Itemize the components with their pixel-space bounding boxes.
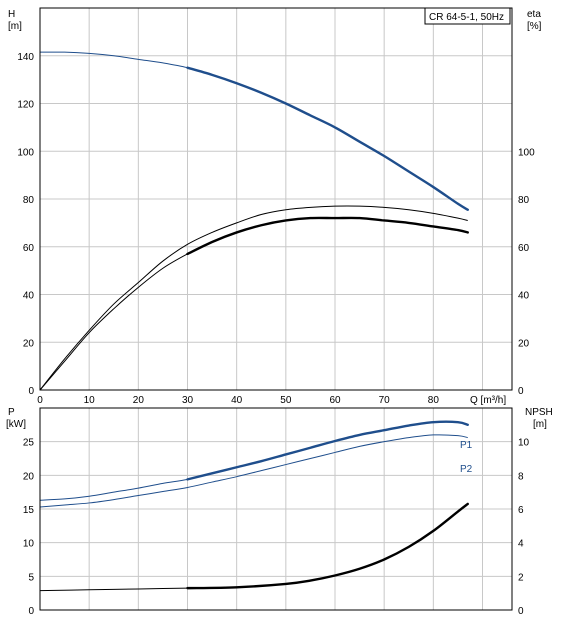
eta-tick-label: 0 xyxy=(518,386,524,397)
h-tick-label: 40 xyxy=(23,291,35,302)
eta-tick-label: 100 xyxy=(518,147,535,158)
npsh-tick-label: 10 xyxy=(518,438,530,449)
eta-tick-label: 40 xyxy=(518,291,530,302)
top-curve-1 xyxy=(39,205,468,391)
h-tick-label: 60 xyxy=(23,243,35,254)
eta-axis-unit: [%] xyxy=(527,21,542,32)
q-tick-label: 50 xyxy=(280,395,292,406)
bottom-curve-1 xyxy=(39,434,468,508)
npsh-tick-label: 8 xyxy=(518,471,524,482)
q-tick-label: 80 xyxy=(428,395,440,406)
top-curve-0 xyxy=(39,51,469,211)
q-axis-label: Q [m³/h] xyxy=(470,395,506,406)
top-plot-frame xyxy=(39,7,513,391)
chart-title: CR 64-5-1, 50Hz xyxy=(429,12,504,23)
p-tick-label: 0 xyxy=(28,606,34,617)
h-tick-label: 140 xyxy=(17,52,34,63)
bottom-curve-0-duty-range xyxy=(186,420,469,481)
q-tick-label: 40 xyxy=(231,395,243,406)
bottom-curve-2-duty-range xyxy=(186,502,469,590)
eta-tick-label: 80 xyxy=(518,195,530,206)
npsh-axis-label: NPSH xyxy=(525,407,553,418)
bottom-plot-grid xyxy=(40,408,512,610)
h-axis-label: H xyxy=(8,9,15,20)
top-curve-2 xyxy=(39,217,468,391)
q-tick-label: 20 xyxy=(133,395,145,406)
p-axis-unit: [kW] xyxy=(6,419,26,430)
p-tick-label: 25 xyxy=(23,438,35,449)
legend-p1: P1 xyxy=(460,440,473,451)
eta-axis-label: eta xyxy=(527,9,541,20)
p-tick-label: 20 xyxy=(23,471,35,482)
h-tick-label: 80 xyxy=(23,195,35,206)
npsh-tick-label: 2 xyxy=(518,572,524,583)
q-tick-label: 30 xyxy=(182,395,194,406)
q-tick-label: 70 xyxy=(379,395,391,406)
p-tick-label: 10 xyxy=(23,539,35,550)
bottom-curve-2 xyxy=(39,503,469,592)
npsh-tick-label: 6 xyxy=(518,505,524,516)
p-tick-label: 5 xyxy=(28,572,34,583)
npsh-tick-label: 0 xyxy=(518,606,524,617)
npsh-axis-unit: [m] xyxy=(533,419,547,430)
h-tick-label: 0 xyxy=(28,386,34,397)
top-plot-grid xyxy=(40,8,512,390)
p-axis-label: P xyxy=(8,407,15,418)
eta-tick-label: 60 xyxy=(518,243,530,254)
q-tick-label: 60 xyxy=(329,395,341,406)
npsh-tick-label: 4 xyxy=(518,539,524,550)
bottom-curve-0 xyxy=(39,421,468,501)
curves xyxy=(39,51,469,592)
h-tick-label: 100 xyxy=(17,147,34,158)
q-tick-label: 10 xyxy=(84,395,96,406)
p-tick-label: 15 xyxy=(23,505,35,516)
legend-p2: P2 xyxy=(460,464,473,475)
eta-tick-label: 20 xyxy=(518,338,530,349)
h-tick-label: 20 xyxy=(23,338,35,349)
top-curve-0-duty-range xyxy=(186,66,469,211)
bottom-plot-frame xyxy=(39,407,513,611)
top-curve-2-duty-range xyxy=(186,216,469,256)
chart-title-box xyxy=(424,7,511,25)
h-axis-unit: [m] xyxy=(8,21,22,32)
q-tick-label: 0 xyxy=(37,395,43,406)
h-tick-label: 120 xyxy=(17,100,34,111)
